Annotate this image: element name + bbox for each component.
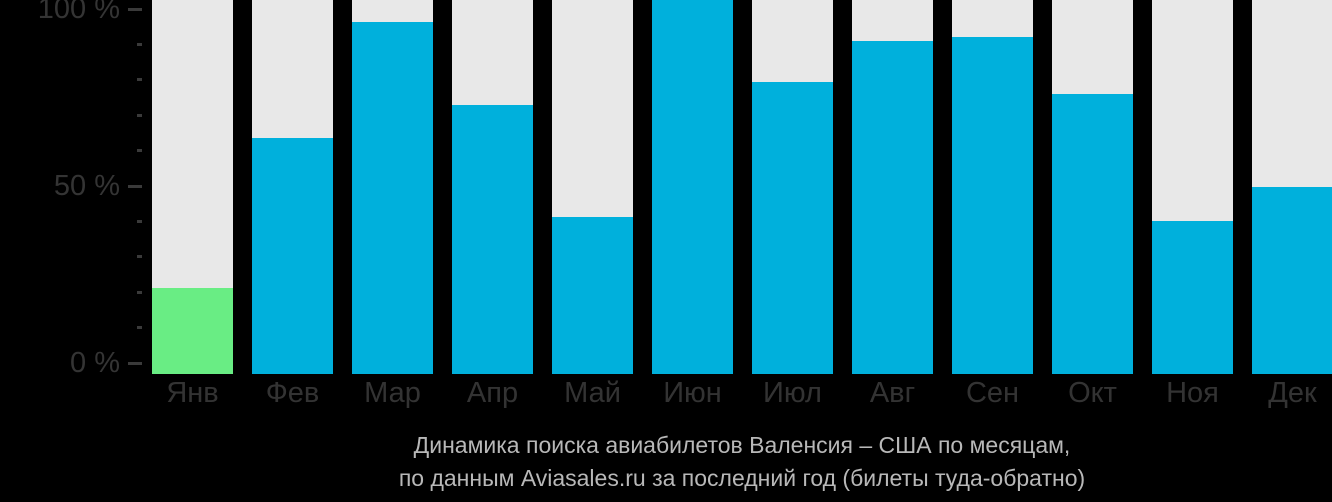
bar-column [1252,0,1332,374]
y-axis-tick [137,255,142,259]
bar-fill [652,0,733,374]
chart-caption: Динамика поиска авиабилетов Валенсия – С… [152,429,1332,495]
y-axis-tick [137,149,142,153]
y-axis-label: 50 % [53,170,120,202]
bar-fill [252,138,333,374]
bar-fill [752,82,833,374]
bar-fill [952,37,1033,374]
x-axis-label: Дек [1268,377,1317,409]
bar-column [452,0,533,374]
x-axis-label: Окт [1068,377,1117,409]
x-axis-label: Янв [166,377,219,409]
y-axis-label: 100 % [37,0,120,25]
bar-fill [352,22,433,374]
bar-fill [152,288,233,374]
bar-column [252,0,333,374]
bar-column [752,0,833,374]
x-axis-label: Сен [965,377,1020,409]
x-axis-label: Июл [763,377,822,409]
x-axis-label: Апр [466,377,519,409]
x-axis-label: Авг [869,377,916,409]
bar-column [852,0,933,374]
x-axis-label: Ноя [1166,377,1219,409]
bar-fill [452,104,533,374]
y-axis-tick [137,113,142,117]
chart-subtitle: по данным Aviasales.ru за последний год … [398,465,1086,491]
bar-column [152,0,233,374]
y-axis-tick [137,78,142,82]
x-axis-label: Май [564,377,621,409]
bar-fill [1052,93,1133,374]
bar-fill [852,41,933,374]
bar-column [1152,0,1233,374]
bar-column [952,0,1033,374]
bar-fill [1152,220,1233,374]
bar-column [352,0,433,374]
y-axis-tick [137,219,142,223]
plot-area [152,0,1332,374]
y-axis-tick [128,184,142,188]
y-axis-tick [128,7,142,11]
x-axis-label: Мар [364,377,421,409]
bar-column [1052,0,1133,374]
bar-fill [1252,187,1332,374]
chart-title: Динамика поиска авиабилетов Валенсия – С… [413,432,1071,458]
y-axis-tick [137,326,142,330]
bar-column [652,0,733,374]
x-axis-label: Фев [265,377,320,409]
y-axis-tick [137,42,142,46]
bar-column [552,0,633,374]
bar-fill [552,216,633,374]
y-axis-label: 0 % [70,347,120,379]
y-axis-tick [137,290,142,294]
x-axis-label: Июн [663,377,722,409]
y-axis-tick [128,361,142,365]
